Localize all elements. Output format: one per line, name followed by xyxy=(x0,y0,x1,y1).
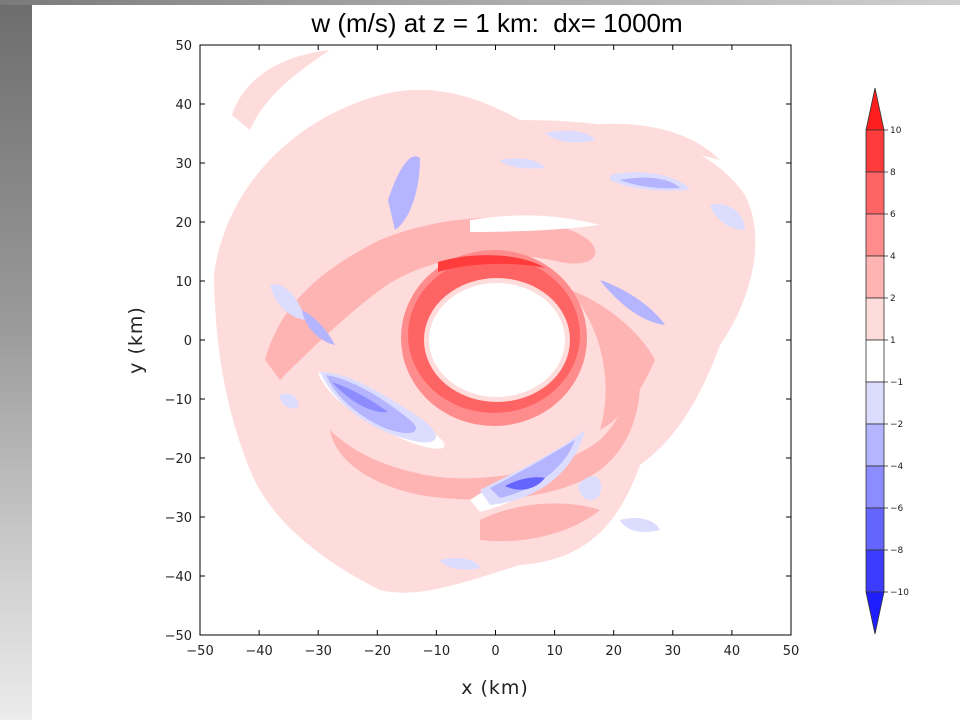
x-axis-title: x (km) xyxy=(461,677,529,699)
colorbar-segment xyxy=(865,129,885,173)
x-tick-label: −40 xyxy=(245,644,272,659)
y-axis: 50 40 30 20 10 0 −10 −20 −30 −40 −50 xyxy=(165,39,791,644)
x-tick-label: 30 xyxy=(665,644,682,659)
chart-title: w (m/s) at z = 1 km: dx= 1000m xyxy=(311,8,683,38)
colorbar-min-arrow xyxy=(865,591,885,635)
vertical-velocity-field xyxy=(214,50,756,593)
colorbar-label: −8 xyxy=(890,546,904,556)
updraft-band xyxy=(570,290,655,430)
y-axis-title: y (km) xyxy=(125,306,147,374)
colorbar-segment xyxy=(865,507,885,551)
updraft-band xyxy=(265,217,596,380)
downdraft-band xyxy=(545,130,595,143)
colorbar-label: 4 xyxy=(890,252,896,262)
y-tick-label: −40 xyxy=(165,570,192,585)
colorbar-segment xyxy=(865,423,885,467)
downdraft-band xyxy=(620,177,680,189)
y-tick-label: −30 xyxy=(165,511,192,526)
y-tick-label: 0 xyxy=(184,334,192,349)
eye-calm xyxy=(429,283,565,397)
x-tick-label: −50 xyxy=(186,644,213,659)
colorbar-max-arrow xyxy=(865,87,885,131)
slide-left-gradient-band xyxy=(0,0,32,720)
x-tick-label: −10 xyxy=(423,644,450,659)
y-tick-label: 20 xyxy=(175,216,192,231)
y-tick-label: 40 xyxy=(175,98,192,113)
y-tick-label: 10 xyxy=(175,275,192,290)
downdraft-band xyxy=(500,158,545,169)
y-tick-label: −20 xyxy=(165,452,192,467)
updraft-band xyxy=(480,503,600,542)
downdraft-core xyxy=(332,382,388,413)
downdraft-band xyxy=(388,156,420,230)
y-tick-label: −10 xyxy=(165,393,192,408)
slide-top-gradient-band xyxy=(0,0,960,5)
colorbar-label: 8 xyxy=(890,168,896,178)
x-axis: −50 −40 −30 −20 −10 0 10 20 30 40 50 xyxy=(186,45,799,659)
colorbar-label: −2 xyxy=(890,420,903,430)
downdraft-band xyxy=(620,518,660,532)
x-tick-label: 10 xyxy=(546,644,563,659)
updraft-arc xyxy=(590,123,720,160)
downdraft-band xyxy=(710,204,745,230)
x-tick-label: −20 xyxy=(364,644,391,659)
x-tick-label: 20 xyxy=(605,644,622,659)
colorbar-label: 10 xyxy=(890,126,902,136)
y-tick-label: −50 xyxy=(165,629,192,644)
colorbar-label: 6 xyxy=(890,210,896,220)
colorbar-label: −10 xyxy=(890,588,909,598)
colorbar-segment xyxy=(865,381,885,425)
eyewall-peak xyxy=(438,255,545,272)
x-tick-label: 50 xyxy=(783,644,800,659)
downdraft-band xyxy=(302,310,335,345)
colorbar-label: 1 xyxy=(890,336,896,346)
colorbar-segment xyxy=(865,213,885,257)
colorbar-label: −4 xyxy=(890,462,904,472)
colorbar: 10 8 6 4 2 1 −1 −2 −4 −6 −8 −10 xyxy=(865,87,909,635)
downdraft-band xyxy=(280,393,299,409)
colorbar-segment xyxy=(865,549,885,593)
neutral-gap xyxy=(470,215,600,232)
downdraft-band xyxy=(578,476,602,501)
colorbar-segment xyxy=(865,255,885,299)
updraft-arc xyxy=(232,50,330,130)
x-tick-label: −30 xyxy=(304,644,331,659)
x-tick-label: 40 xyxy=(724,644,741,659)
colorbar-segment xyxy=(865,297,885,341)
downdraft-core xyxy=(505,477,545,490)
colorbar-label: −1 xyxy=(890,378,903,388)
x-tick-label: 0 xyxy=(491,644,499,659)
colorbar-label: −6 xyxy=(890,504,904,514)
y-tick-label: 30 xyxy=(175,157,192,172)
colorbar-label: 2 xyxy=(890,294,896,304)
colorbar-segment xyxy=(865,465,885,509)
colorbar-segment xyxy=(865,171,885,215)
downdraft-band xyxy=(270,284,305,320)
downdraft-band xyxy=(600,280,665,325)
downdraft-band xyxy=(440,557,480,570)
y-tick-label: 50 xyxy=(175,39,192,54)
colorbar-segment xyxy=(865,339,885,383)
